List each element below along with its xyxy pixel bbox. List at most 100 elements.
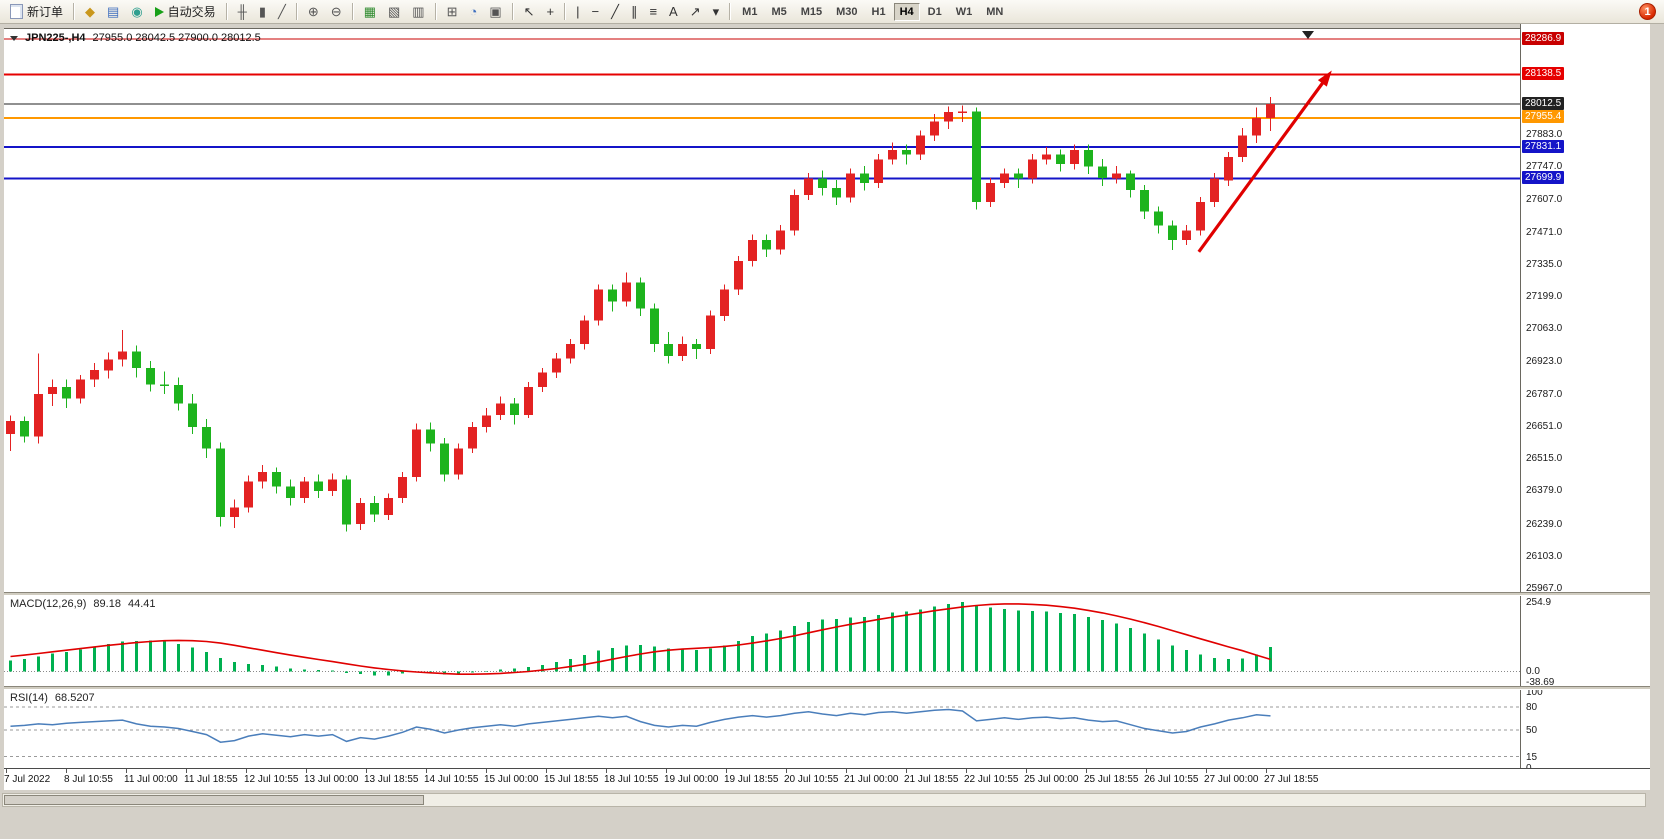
candle (272, 467, 281, 494)
fibonacci-button[interactable]: ≡ (643, 2, 663, 22)
macd-panel[interactable] (4, 596, 1520, 686)
timeframe-d1[interactable]: D1 (922, 3, 948, 21)
candle (790, 189, 799, 236)
candle (1000, 168, 1009, 189)
timeframe-m30[interactable]: M30 (830, 3, 863, 21)
candle (216, 442, 225, 527)
candle (972, 107, 981, 210)
candle (370, 495, 379, 522)
new-order-button[interactable]: 新订单 (4, 2, 69, 22)
timeframe-w1[interactable]: W1 (950, 3, 979, 21)
price-axis-label: 27607.0 (1526, 194, 1563, 206)
candle (118, 330, 127, 367)
chart-shift-marker[interactable] (1302, 31, 1314, 39)
candle (1084, 144, 1093, 174)
metaeditor-button[interactable]: ◆ (79, 2, 101, 22)
time-axis-tick (306, 769, 307, 773)
candle (552, 353, 561, 378)
time-axis-tick (846, 769, 847, 773)
time-axis-label: 21 Jul 18:55 (904, 774, 959, 785)
timeframe-h1[interactable]: H1 (866, 3, 892, 21)
candle (440, 437, 449, 482)
timeframe-m1[interactable]: M1 (736, 3, 763, 21)
zoom-out-button[interactable]: ⊖ (325, 2, 348, 22)
main-price-chart[interactable] (4, 28, 1520, 593)
autotrading-play-icon (154, 6, 164, 17)
arrange-windows-button[interactable]: ▥ (406, 2, 430, 22)
panel-resize-handle[interactable] (0, 592, 1650, 596)
toolbar-separator (564, 3, 567, 20)
time-axis-tick (1266, 769, 1267, 773)
notification-badge[interactable]: 1 (1639, 3, 1656, 20)
timeframe-mn[interactable]: MN (980, 3, 1009, 21)
candle (6, 415, 15, 451)
candle (650, 303, 659, 352)
price-axis-label: 27747.0 (1526, 161, 1563, 173)
candle (1168, 220, 1177, 250)
vertical-line-button[interactable]: | (570, 2, 585, 22)
crosshair-button[interactable]: + (541, 2, 561, 22)
candle (342, 475, 351, 532)
timeframe-m5[interactable]: M5 (765, 3, 792, 21)
candlestick-chart-button[interactable]: ▮ (253, 2, 272, 22)
trend-arrow-object[interactable] (1197, 70, 1332, 253)
time-axis[interactable]: 7 Jul 2022 8 Jul 10:55 11 Jul 00:00 11 Jul … (0, 768, 1650, 790)
shapes-tool-button[interactable]: ▾ (707, 2, 726, 22)
toolbar-separator (295, 3, 298, 20)
window-right-border (1650, 24, 1664, 839)
rsi-axis-label: 15 (1526, 751, 1538, 763)
price-axis-label: 26239.0 (1526, 518, 1563, 530)
toolbar-separator (225, 3, 228, 20)
tile-windows-button[interactable]: ▦ (358, 2, 382, 22)
candle (314, 474, 323, 499)
autotrading-button[interactable]: 自动交易 (149, 2, 222, 22)
candle (76, 375, 85, 404)
navigator-button[interactable]: ◉ (125, 2, 148, 22)
price-axis-tag: 27831.1 (1522, 139, 1565, 153)
time-axis-tick (246, 769, 247, 773)
candle (412, 423, 421, 482)
candle (846, 168, 855, 203)
text-label-button[interactable]: A (663, 2, 684, 22)
zoom-in-button[interactable]: ⊕ (302, 2, 325, 22)
horizontal-line-button[interactable]: − (586, 2, 606, 22)
candle (874, 154, 883, 189)
cascade-windows-button[interactable]: ▧ (382, 2, 406, 22)
tile-windows-icon: ▦ (363, 4, 376, 19)
candle (1098, 158, 1107, 186)
candle (1126, 170, 1135, 198)
bar-chart-icon: ╫ (237, 4, 247, 19)
trendline-icon: ╱ (611, 4, 619, 19)
period-clock-button[interactable]: ◔ (463, 2, 483, 22)
horizontal-scrollbar[interactable] (2, 793, 1646, 807)
arrows-tool-button[interactable]: ↗ (684, 2, 707, 22)
channel-button[interactable]: ∥ (625, 2, 644, 22)
horizontal-scrollbar-thumb[interactable] (4, 795, 424, 805)
candle (258, 465, 267, 489)
time-axis-tick (1206, 769, 1207, 773)
panel-resize-handle[interactable] (0, 686, 1650, 690)
timeframe-h4[interactable]: H4 (893, 2, 920, 21)
market-watch-button[interactable]: ▤ (101, 2, 125, 22)
time-axis-label: 18 Jul 10:55 (604, 774, 659, 785)
fibonacci-icon: ≡ (649, 4, 658, 19)
price-axis[interactable]: 27883.0 27747.0 27607.0 27471.0 27335.0 27199… (1520, 24, 1650, 774)
shapes-tool-icon: ▾ (712, 4, 720, 19)
time-axis-label: 27 Jul 00:00 (1204, 774, 1259, 785)
new-chart-button[interactable]: ⊞ (441, 2, 464, 22)
line-chart-button[interactable]: ╱ (272, 2, 292, 22)
rsi-axis-label: 100 (1526, 687, 1543, 698)
timeframe-m15[interactable]: M15 (795, 3, 828, 21)
macd-signal-value: 44.41 (127, 598, 156, 610)
candle (1224, 151, 1233, 186)
rsi-panel[interactable] (4, 690, 1520, 768)
candle (1112, 166, 1121, 184)
cursor-button[interactable]: ↖ (518, 2, 541, 22)
candle (594, 284, 603, 326)
metaeditor-icon: ◆ (85, 4, 96, 19)
macd-main-value: 89.18 (93, 598, 121, 610)
trendline-button[interactable]: ╱ (605, 2, 625, 22)
bar-chart-button[interactable]: ╫ (232, 2, 253, 22)
chart-shot-button[interactable]: ▣ (483, 2, 507, 22)
chart-title-arrow-icon[interactable] (10, 35, 18, 41)
